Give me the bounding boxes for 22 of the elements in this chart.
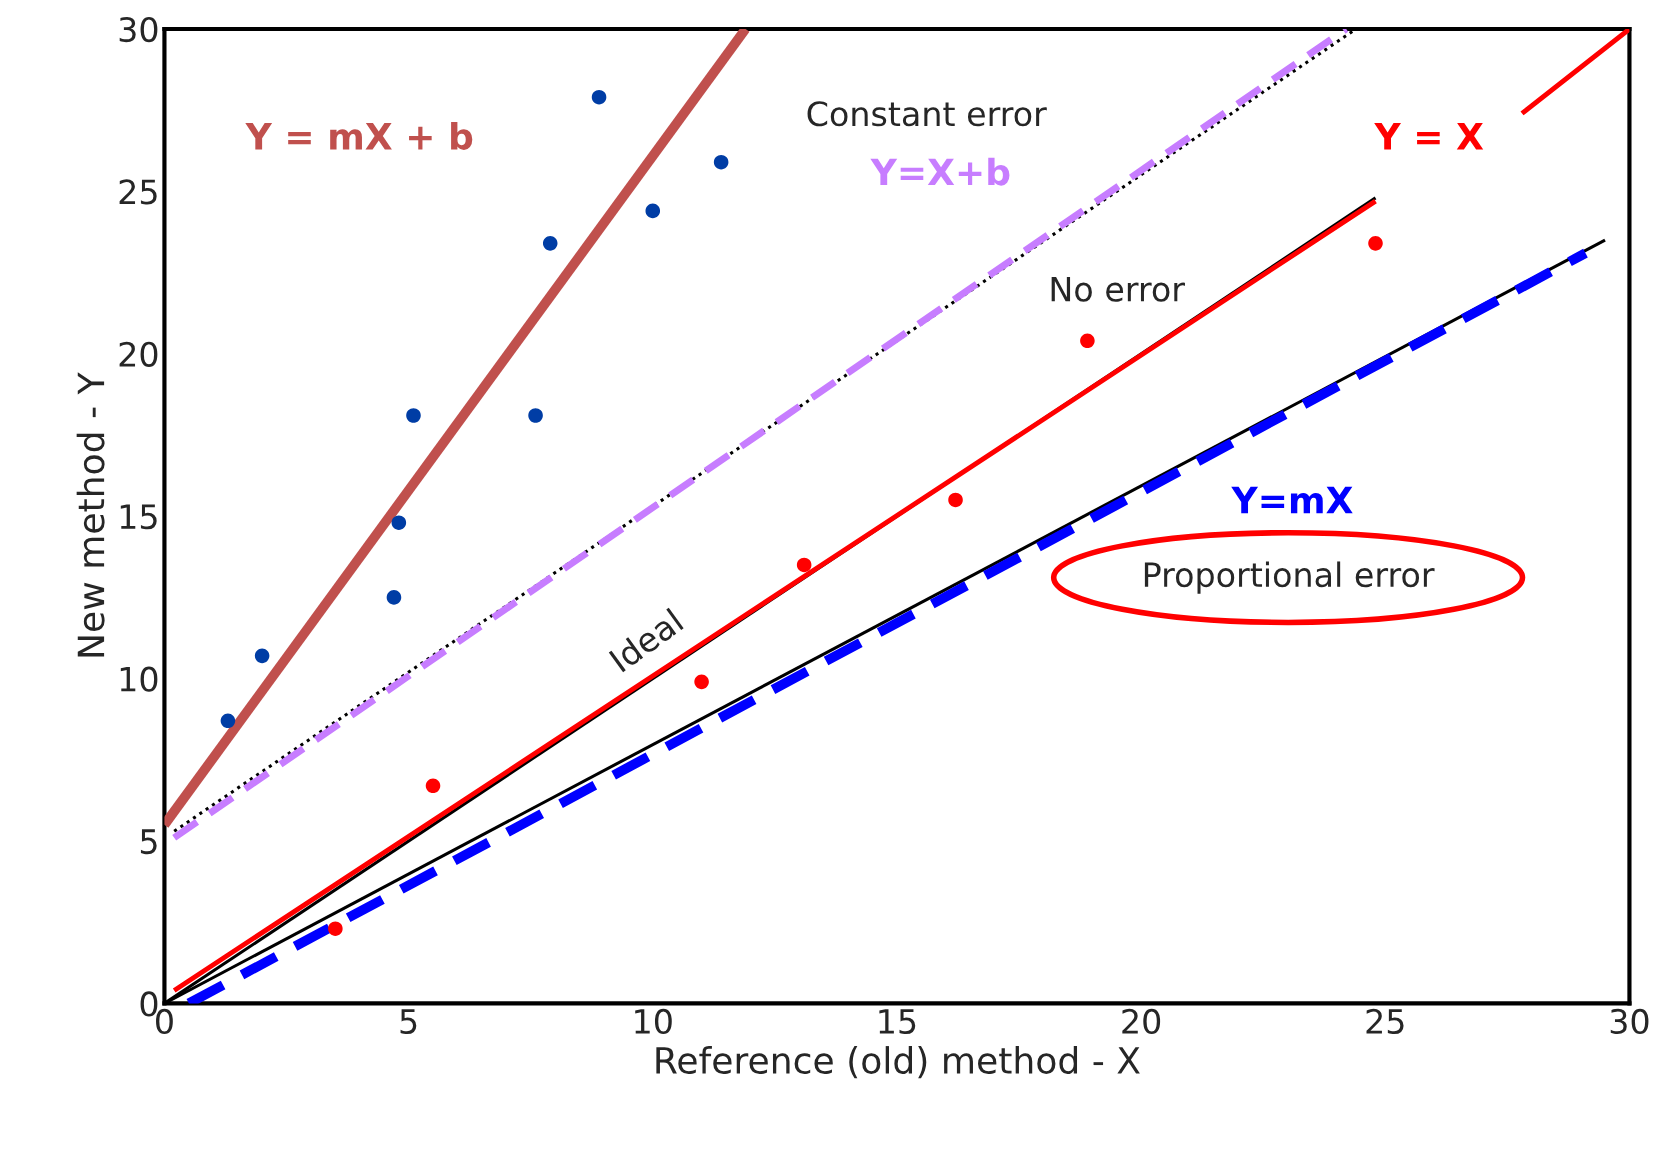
y-tick-label: 25 — [119, 179, 157, 205]
y-tick-label: 20 — [119, 341, 158, 367]
x-tick-label: 30 — [1610, 1008, 1649, 1035]
x-tick-label: 10 — [635, 1008, 672, 1035]
y-axis-title: New method - Y — [76, 372, 105, 657]
x-tick-label: 25 — [1366, 1008, 1404, 1035]
series-label: Y=X+b — [870, 157, 1010, 186]
x-tick-label: 5 — [400, 1009, 417, 1035]
annotation: No error — [1051, 276, 1185, 302]
y-tick-label: 0 — [140, 991, 158, 1017]
annotation: Constant error — [807, 101, 1047, 127]
text: Y = mX + b — [245, 121, 473, 150]
x-tick-label: 20 — [1122, 1008, 1161, 1035]
x-tick-label: 15 — [879, 1009, 916, 1035]
annotation: Proportional error — [1144, 561, 1435, 594]
series-label: Y = X — [1374, 123, 1484, 150]
y-tick-label: 30 — [119, 16, 158, 43]
y-tick-label: 10 — [120, 666, 158, 692]
x-axis-title: Reference (old) method - X — [656, 1046, 1140, 1079]
series-label: Y=mX — [1231, 486, 1353, 514]
y-tick-label: 5 — [140, 829, 157, 855]
y-tick-label: 15 — [120, 504, 157, 530]
